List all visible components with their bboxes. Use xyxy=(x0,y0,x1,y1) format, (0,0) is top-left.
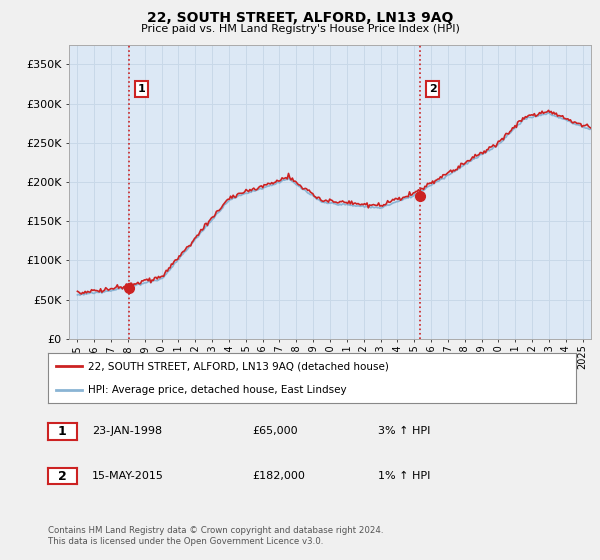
Text: 22, SOUTH STREET, ALFORD, LN13 9AQ: 22, SOUTH STREET, ALFORD, LN13 9AQ xyxy=(147,11,453,25)
Text: 2: 2 xyxy=(429,84,437,94)
Text: £182,000: £182,000 xyxy=(252,471,305,481)
Text: 22, SOUTH STREET, ALFORD, LN13 9AQ (detached house): 22, SOUTH STREET, ALFORD, LN13 9AQ (deta… xyxy=(88,361,388,371)
Text: 1: 1 xyxy=(137,84,145,94)
Text: 1% ↑ HPI: 1% ↑ HPI xyxy=(378,471,430,481)
Text: Contains HM Land Registry data © Crown copyright and database right 2024.
This d: Contains HM Land Registry data © Crown c… xyxy=(48,526,383,546)
Text: 23-JAN-1998: 23-JAN-1998 xyxy=(92,426,162,436)
Text: 1: 1 xyxy=(58,424,67,438)
Text: £65,000: £65,000 xyxy=(252,426,298,436)
Text: 3% ↑ HPI: 3% ↑ HPI xyxy=(378,426,430,436)
Text: 2: 2 xyxy=(58,469,67,483)
Text: HPI: Average price, detached house, East Lindsey: HPI: Average price, detached house, East… xyxy=(88,385,346,395)
Text: 15-MAY-2015: 15-MAY-2015 xyxy=(92,471,164,481)
Text: Price paid vs. HM Land Registry's House Price Index (HPI): Price paid vs. HM Land Registry's House … xyxy=(140,24,460,34)
